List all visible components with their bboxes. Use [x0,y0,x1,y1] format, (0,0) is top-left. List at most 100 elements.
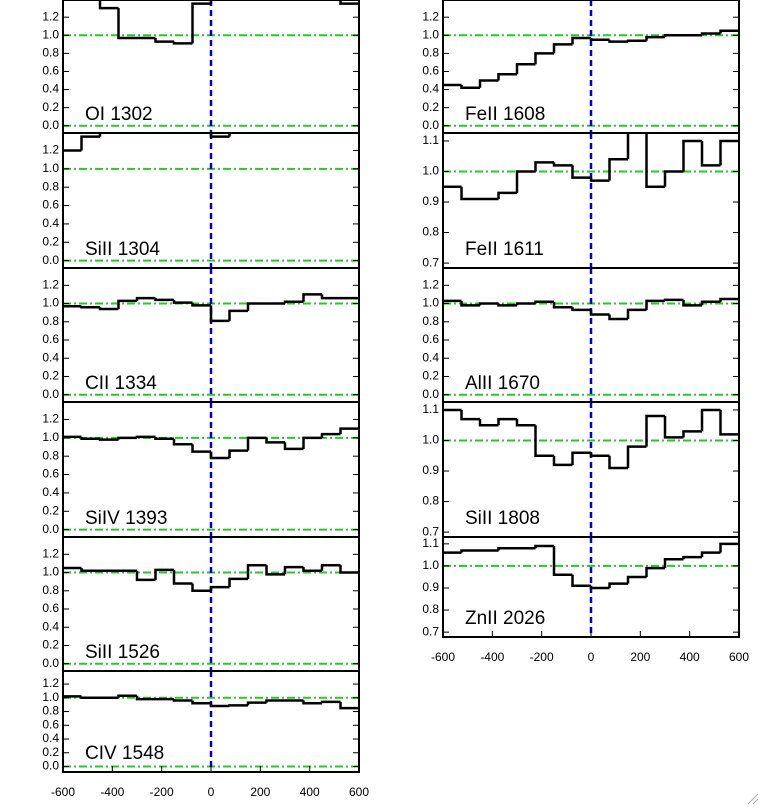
step-segment [626,575,647,584]
y-tick-label: 1.2 [42,277,59,291]
step-segment [172,41,193,45]
step-segment [265,699,285,703]
step-segment [117,436,137,440]
x-tick-label: -600 [51,785,75,799]
step-segment [719,297,739,302]
step-segment [682,139,702,172]
y-tick-label: 1.1 [422,133,439,147]
step-segment [117,8,137,40]
x-tick-label: 400 [680,650,700,664]
y-tick-label: 0.8 [422,314,439,328]
step-segment [117,299,137,310]
panel-label: OI 1302 [85,104,153,125]
step-segment [645,414,665,447]
step-segment [589,452,610,458]
y-tick-label: 1.0 [42,161,59,175]
step-segment [663,170,684,187]
panel-label: CII 1334 [85,373,157,394]
y-tick-label: 1.2 [42,143,59,157]
x-tick-label: 600 [729,650,749,664]
step-segment [98,438,119,441]
step-segment [154,568,174,580]
y-tick-label: 1.1 [422,536,439,550]
step-segment [302,567,322,572]
panel [443,402,739,537]
panel [63,402,359,537]
y-tick-label: 1.0 [422,558,439,572]
step-segment [135,695,156,701]
step-segment [589,38,610,42]
y-tick-label: 0.8 [422,46,439,60]
panel [443,0,739,133]
step-segment [534,544,554,549]
y-tick-label: 0.0 [422,387,439,401]
y-tick-label: 0.6 [42,601,59,615]
panel-label: AlII 1670 [465,373,540,394]
step-segment [534,52,554,65]
x-tick-label: -200 [530,650,554,664]
step-segment [302,436,322,449]
step-segment [460,549,480,553]
panel [63,537,359,671]
y-tick-label: 0.0 [42,759,59,773]
y-tick-label: 1.0 [422,296,439,310]
y-tick-label: 0.8 [422,225,439,239]
step-segment [191,583,211,593]
step-segment [135,296,156,301]
step-segment [626,39,647,42]
step-segment [478,419,499,427]
y-tick-label: 0.6 [42,467,59,481]
step-segment [700,32,721,36]
step-segment [515,170,536,193]
step-segment [265,565,285,576]
y-tick-label: 0.6 [42,717,59,731]
step-segment [719,409,739,436]
step-segment [552,43,573,54]
y-tick-label: 0.4 [422,82,439,96]
step-segment [302,700,322,705]
step-segment [608,455,628,470]
step-segment [626,445,647,468]
x-tick-label: 200 [250,785,270,799]
y-tick-label: 0.2 [42,234,59,248]
step-segment [339,0,359,5]
y-tick-label: 1.2 [42,9,59,23]
step-segment [228,309,248,321]
panel-label: ZnII 2026 [465,608,545,629]
step-segment [700,551,721,558]
step-segment [135,570,156,582]
y-tick-label: 1.0 [42,27,59,41]
step-segment [645,299,665,310]
step-segment [191,2,211,44]
y-tick-label: 1.0 [422,433,439,447]
step-segment [571,574,591,588]
y-tick-label: 0.2 [42,638,59,652]
step-segment [719,542,739,553]
y-tick-label: 0.7 [422,524,439,538]
y-tick-label: 0.6 [422,332,439,346]
y-tick-label: 0.0 [42,387,59,401]
step-segment [172,569,193,585]
step-segment [571,36,591,45]
y-tick-label: 0.8 [42,179,59,193]
step-segment [645,566,665,577]
y-tick-label: 0.4 [42,485,59,499]
step-segment [497,303,517,307]
y-tick-label: 0.0 [42,253,59,267]
y-tick-label: 0.9 [422,194,439,208]
step-segment [663,34,684,38]
step-segment [460,300,480,307]
y-tick-label: 0.2 [42,100,59,114]
y-tick-label: 1.2 [42,676,59,690]
y-tick-label: 0.2 [422,100,439,114]
y-tick-label: 0.8 [42,46,59,60]
step-segment [80,696,100,700]
step-segment [228,449,248,459]
y-tick-label: 1.2 [42,412,59,426]
step-segment [608,314,628,321]
step-segment [98,307,119,311]
x-tick-label: 600 [349,785,369,799]
step-segment [283,442,304,451]
step-segment [700,140,721,167]
